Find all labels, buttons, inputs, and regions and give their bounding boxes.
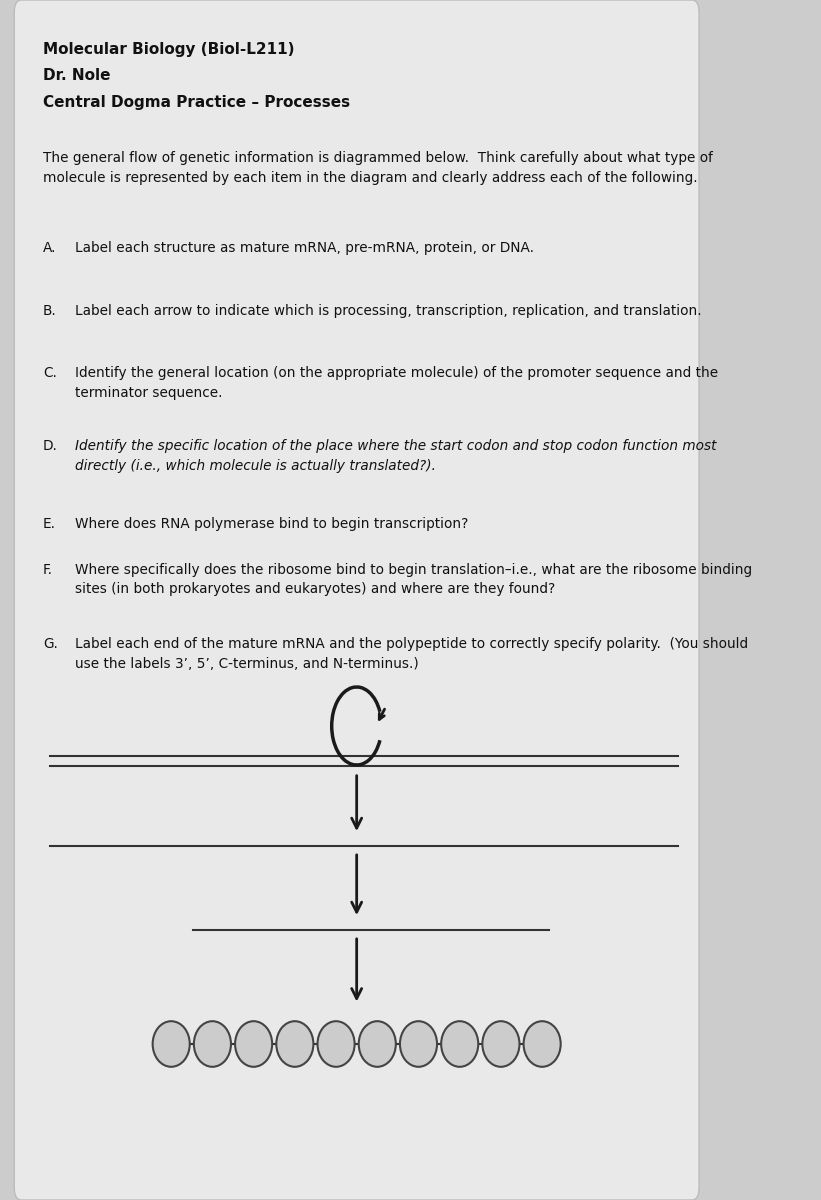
Ellipse shape	[194, 1021, 231, 1067]
Text: Identify the general location (on the appropriate molecule) of the promoter sequ: Identify the general location (on the ap…	[75, 366, 718, 400]
Text: Label each arrow to indicate which is processing, transcription, replication, an: Label each arrow to indicate which is pr…	[75, 304, 701, 318]
Text: Dr. Nole: Dr. Nole	[43, 68, 110, 84]
Text: Central Dogma Practice – Processes: Central Dogma Practice – Processes	[43, 95, 350, 110]
Ellipse shape	[153, 1021, 190, 1067]
Ellipse shape	[524, 1021, 561, 1067]
FancyBboxPatch shape	[14, 0, 699, 1200]
Text: E.: E.	[43, 517, 56, 532]
Text: Label each end of the mature mRNA and the polypeptide to correctly specify polar: Label each end of the mature mRNA and th…	[75, 637, 748, 671]
Ellipse shape	[441, 1021, 479, 1067]
Text: F.: F.	[43, 563, 53, 577]
Text: D.: D.	[43, 439, 57, 454]
Text: The general flow of genetic information is diagrammed below.  Think carefully ab: The general flow of genetic information …	[43, 151, 713, 185]
Text: G.: G.	[43, 637, 57, 652]
Ellipse shape	[400, 1021, 437, 1067]
Ellipse shape	[483, 1021, 520, 1067]
Ellipse shape	[277, 1021, 314, 1067]
Text: A.: A.	[43, 241, 57, 256]
Text: Where specifically does the ribosome bind to begin translation–i.e., what are th: Where specifically does the ribosome bin…	[75, 563, 752, 596]
Ellipse shape	[235, 1021, 273, 1067]
Text: Where does RNA polymerase bind to begin transcription?: Where does RNA polymerase bind to begin …	[75, 517, 468, 532]
Ellipse shape	[318, 1021, 355, 1067]
Text: B.: B.	[43, 304, 57, 318]
Text: Identify the specific location of the place where the start codon and stop codon: Identify the specific location of the pl…	[75, 439, 717, 473]
Text: Molecular Biology (Biol-L211): Molecular Biology (Biol-L211)	[43, 42, 294, 56]
Text: Label each structure as mature mRNA, pre-mRNA, protein, or DNA.: Label each structure as mature mRNA, pre…	[75, 241, 534, 256]
Text: C.: C.	[43, 366, 57, 380]
Ellipse shape	[359, 1021, 396, 1067]
